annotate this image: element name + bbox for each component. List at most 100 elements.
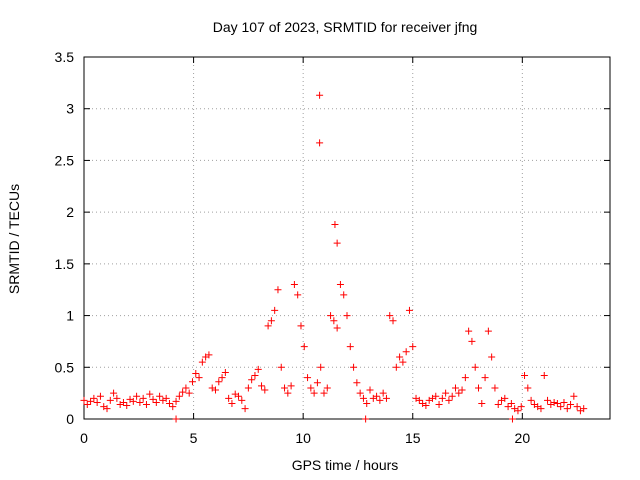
y-axis-label: SRMTID / TECUs — [6, 184, 22, 294]
data-point — [218, 374, 226, 382]
axis-ticks: 0 0.5 1 1.5 2 2.5 3 3.5 0 5 10 15 20 — [55, 49, 610, 446]
data-point — [409, 343, 417, 351]
data-point — [396, 353, 404, 361]
data-point — [481, 374, 489, 382]
data-point — [320, 389, 328, 397]
x-axis-label: GPS time / hours — [292, 457, 399, 473]
data-point — [139, 394, 147, 402]
data-point — [346, 343, 354, 351]
data-point — [241, 405, 249, 413]
data-point — [540, 372, 548, 380]
data-point — [129, 397, 137, 405]
data-point — [484, 327, 492, 335]
data-point — [359, 394, 367, 402]
data-point — [471, 363, 479, 371]
data-point — [146, 390, 154, 398]
data-point — [80, 396, 88, 404]
data-point — [544, 396, 552, 404]
data-point — [172, 397, 180, 405]
data-point — [343, 312, 351, 320]
data-point — [248, 376, 256, 384]
data-point — [238, 396, 246, 404]
data-point — [142, 401, 150, 409]
data-point — [570, 392, 578, 400]
data-point — [356, 389, 364, 397]
data-point — [333, 324, 341, 332]
data-point — [415, 396, 423, 404]
data-point — [113, 394, 121, 402]
data-point — [465, 327, 473, 335]
data-point — [258, 382, 266, 390]
data-point — [373, 392, 381, 400]
data-points — [80, 91, 588, 423]
data-point — [294, 291, 302, 299]
data-point — [225, 394, 233, 402]
data-point — [468, 337, 476, 345]
data-point — [175, 392, 183, 400]
y-tick-label: 1 — [66, 308, 74, 324]
data-point — [212, 386, 219, 394]
data-point — [310, 389, 318, 397]
plot-area-frame — [83, 56, 611, 420]
data-point — [136, 398, 144, 406]
data-point — [287, 382, 295, 390]
data-point — [271, 306, 279, 314]
data-point — [244, 384, 252, 392]
data-point — [442, 389, 450, 397]
data-point — [106, 396, 114, 404]
data-point — [448, 392, 456, 400]
y-tick-label: 2 — [66, 204, 74, 220]
data-point — [317, 363, 325, 371]
data-point — [152, 398, 160, 406]
data-point — [362, 415, 370, 423]
data-point — [215, 378, 223, 386]
data-point — [192, 369, 200, 377]
data-point — [386, 312, 394, 320]
data-point — [445, 396, 453, 404]
chart-title: Day 107 of 2023, SRMTID for receiver jfn… — [213, 19, 478, 35]
data-point — [478, 399, 486, 407]
data-point — [455, 389, 463, 397]
data-point — [123, 402, 131, 410]
x-tick-label: 5 — [190, 430, 198, 446]
data-point — [195, 374, 203, 382]
data-point — [501, 394, 509, 402]
data-point — [537, 405, 545, 413]
data-point — [83, 401, 91, 409]
data-point — [573, 403, 581, 411]
data-point — [494, 401, 502, 409]
data-point — [382, 394, 390, 402]
data-point — [110, 389, 118, 397]
data-point — [90, 394, 98, 402]
data-point — [402, 348, 410, 356]
data-point — [261, 386, 269, 394]
data-point — [198, 358, 206, 366]
data-point — [133, 392, 141, 400]
data-point — [327, 312, 335, 320]
y-tick-label: 2.5 — [55, 152, 75, 168]
data-point — [156, 392, 164, 400]
data-point — [405, 306, 413, 314]
data-point — [508, 415, 516, 423]
data-point — [165, 399, 173, 407]
data-point — [379, 389, 387, 397]
data-point — [87, 397, 95, 405]
data-point — [550, 398, 558, 406]
x-tick-label: 20 — [515, 430, 531, 446]
data-point — [507, 399, 515, 407]
data-point — [491, 384, 499, 392]
data-point — [553, 399, 561, 407]
y-tick-label: 0.5 — [55, 359, 75, 375]
data-point — [313, 379, 321, 387]
data-point — [185, 389, 193, 397]
data-point — [438, 394, 446, 402]
data-point — [524, 384, 532, 392]
data-point — [162, 394, 170, 402]
data-point — [330, 317, 338, 325]
y-tick-label: 3.5 — [55, 49, 75, 65]
data-point — [504, 403, 512, 411]
data-point — [580, 405, 588, 413]
data-point — [254, 365, 262, 373]
data-point — [567, 401, 575, 409]
data-point — [221, 368, 229, 376]
